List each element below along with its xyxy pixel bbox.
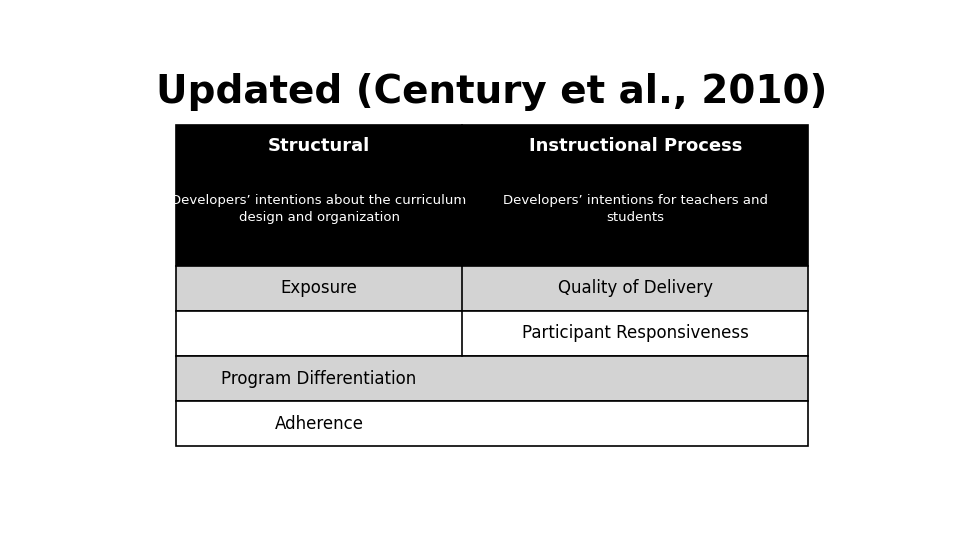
Text: Instructional Process: Instructional Process	[529, 137, 742, 155]
Text: Developers’ intentions about the curriculum
design and organization: Developers’ intentions about the curricu…	[172, 194, 467, 224]
Text: Developers’ intentions for teachers and
students: Developers’ intentions for teachers and …	[503, 194, 768, 224]
Text: Exposure: Exposure	[280, 279, 357, 297]
Text: Structural: Structural	[268, 137, 371, 155]
Text: Quality of Delivery: Quality of Delivery	[558, 279, 712, 297]
Bar	[176, 266, 808, 311]
Bar	[176, 401, 808, 447]
Text: Adherence: Adherence	[275, 415, 364, 433]
Text: Program Differentiation: Program Differentiation	[222, 370, 417, 388]
Text: Updated (Century et al., 2010): Updated (Century et al., 2010)	[156, 73, 828, 111]
Bar	[176, 125, 808, 266]
Text: Participant Responsiveness: Participant Responsiveness	[522, 325, 749, 342]
Bar	[176, 311, 808, 356]
Bar	[176, 356, 808, 401]
